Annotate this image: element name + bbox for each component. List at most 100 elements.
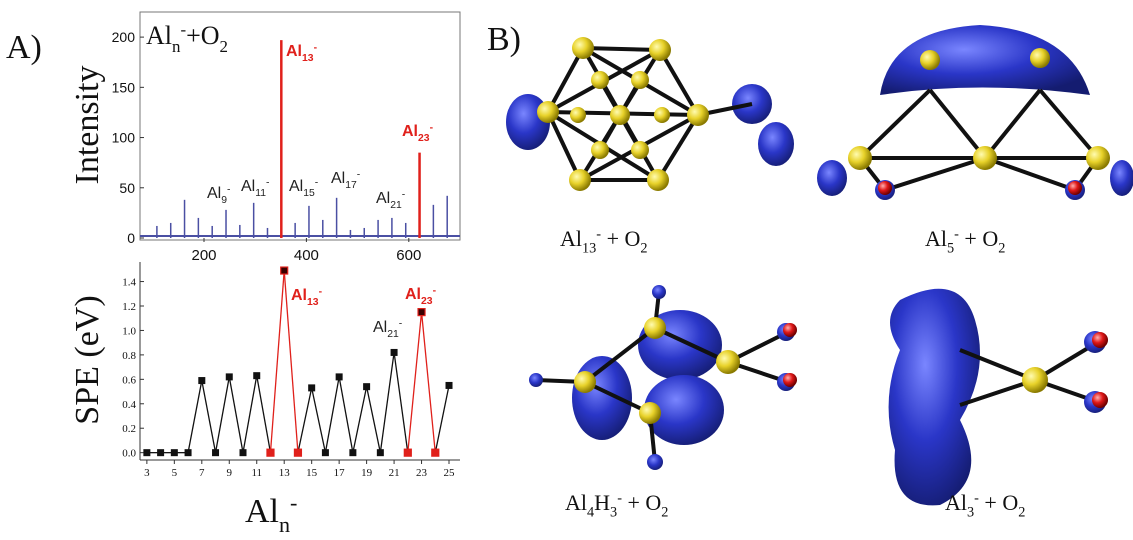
text-part: Al	[207, 185, 221, 202]
text-part: 21	[390, 200, 402, 211]
marker	[404, 449, 411, 456]
marker	[240, 449, 247, 456]
y-tick-label: 0.0	[122, 448, 136, 460]
chart-title: Aln-+O2	[146, 20, 228, 56]
text-part: 11	[255, 188, 266, 199]
x-tick-label: 11	[251, 467, 262, 479]
marker	[253, 372, 260, 379]
marker	[171, 449, 178, 456]
text-part: -	[227, 184, 230, 195]
text-part: 5	[947, 241, 954, 257]
structure-al3	[889, 289, 1108, 506]
line-segment	[339, 377, 353, 453]
text-part: + O	[622, 490, 661, 515]
line-segment	[367, 387, 381, 453]
marker	[185, 449, 192, 456]
text-part: -	[399, 318, 402, 329]
text-part: 13	[307, 297, 319, 308]
marker	[322, 449, 329, 456]
annotation: Al17-	[331, 169, 360, 190]
marker	[308, 384, 315, 391]
annotation: Al9-	[207, 184, 230, 205]
y-axis-label: Intensity	[69, 66, 106, 185]
text-part: 21	[387, 329, 399, 340]
line-segment	[229, 377, 243, 453]
text-part: Al	[241, 178, 255, 195]
x-tick-label: 600	[396, 247, 421, 264]
text-part: 15	[303, 188, 315, 199]
x-tick-label: 400	[294, 247, 319, 264]
x-tick-label: 25	[444, 467, 456, 479]
marker	[198, 377, 205, 384]
text-part: n	[172, 37, 181, 56]
line-segment	[243, 376, 257, 453]
y-tick-label: 50	[119, 180, 135, 196]
structure-caption: Al13- + O2	[560, 226, 648, 257]
line-segment	[394, 352, 408, 452]
text-part: -	[314, 42, 318, 53]
text-part: 3	[610, 505, 617, 521]
line-segment	[298, 388, 312, 453]
x-tick-label: 17	[334, 467, 346, 479]
line-segment	[325, 377, 339, 453]
text-part: 9	[221, 195, 227, 206]
marker	[349, 449, 356, 456]
line-segment	[422, 312, 436, 453]
panel-label: B)	[487, 21, 521, 58]
x-tick-label: 15	[306, 467, 318, 479]
text-part: Al	[925, 226, 947, 251]
y-tick-label: 200	[112, 29, 136, 45]
text-part: Al	[289, 178, 303, 195]
structure-al5	[817, 25, 1133, 200]
line-segment	[408, 312, 422, 453]
annotation: Al13-	[286, 42, 318, 63]
text-part: 23	[421, 296, 433, 307]
text-part: 13	[302, 53, 314, 64]
line-segment	[257, 376, 271, 453]
annotation: Al23-	[405, 285, 437, 306]
text-part: + O	[959, 226, 998, 251]
marker	[212, 449, 219, 456]
x-tick-label: 7	[199, 467, 205, 479]
text-part: -	[430, 122, 434, 133]
marker	[391, 349, 398, 356]
line-segment	[270, 271, 284, 453]
x-tick-label: 200	[191, 247, 216, 264]
marker	[336, 373, 343, 380]
text-part: -	[319, 286, 323, 297]
line-segment	[380, 352, 394, 452]
text-part: 4	[587, 505, 594, 521]
text-part: 2	[998, 241, 1005, 257]
text-part: 23	[418, 133, 430, 144]
text-part: -	[315, 177, 318, 188]
structure-al13	[506, 37, 794, 191]
line-segment	[216, 377, 230, 453]
text-part: Al	[245, 493, 279, 530]
marker	[143, 449, 150, 456]
text-part: 2	[220, 37, 228, 56]
text-part: 2	[640, 241, 647, 257]
annotation: Al23-	[402, 122, 434, 143]
annotation: Al13-	[291, 286, 323, 307]
structure-caption: Al3- + O2	[945, 490, 1025, 521]
text-part: Al	[331, 170, 345, 187]
text-part: Al	[373, 319, 387, 336]
line-segment	[188, 381, 202, 453]
marker	[363, 383, 370, 390]
text-part: -	[290, 490, 297, 515]
marker	[294, 449, 301, 456]
text-part: +O	[186, 21, 219, 50]
y-tick-label: 0	[127, 230, 135, 246]
y-tick-label: 150	[112, 79, 136, 95]
text-part: n	[279, 512, 290, 537]
x-tick-label: 21	[389, 467, 400, 479]
x-tick-label: 5	[172, 467, 178, 479]
text-part: Al	[945, 490, 967, 515]
text-part: -	[357, 169, 360, 180]
line-segment	[312, 388, 326, 453]
line-segment	[435, 385, 449, 452]
x-tick-label: 13	[279, 467, 291, 479]
marker	[377, 449, 384, 456]
annotation: Al21-	[376, 189, 405, 210]
marker	[226, 373, 233, 380]
